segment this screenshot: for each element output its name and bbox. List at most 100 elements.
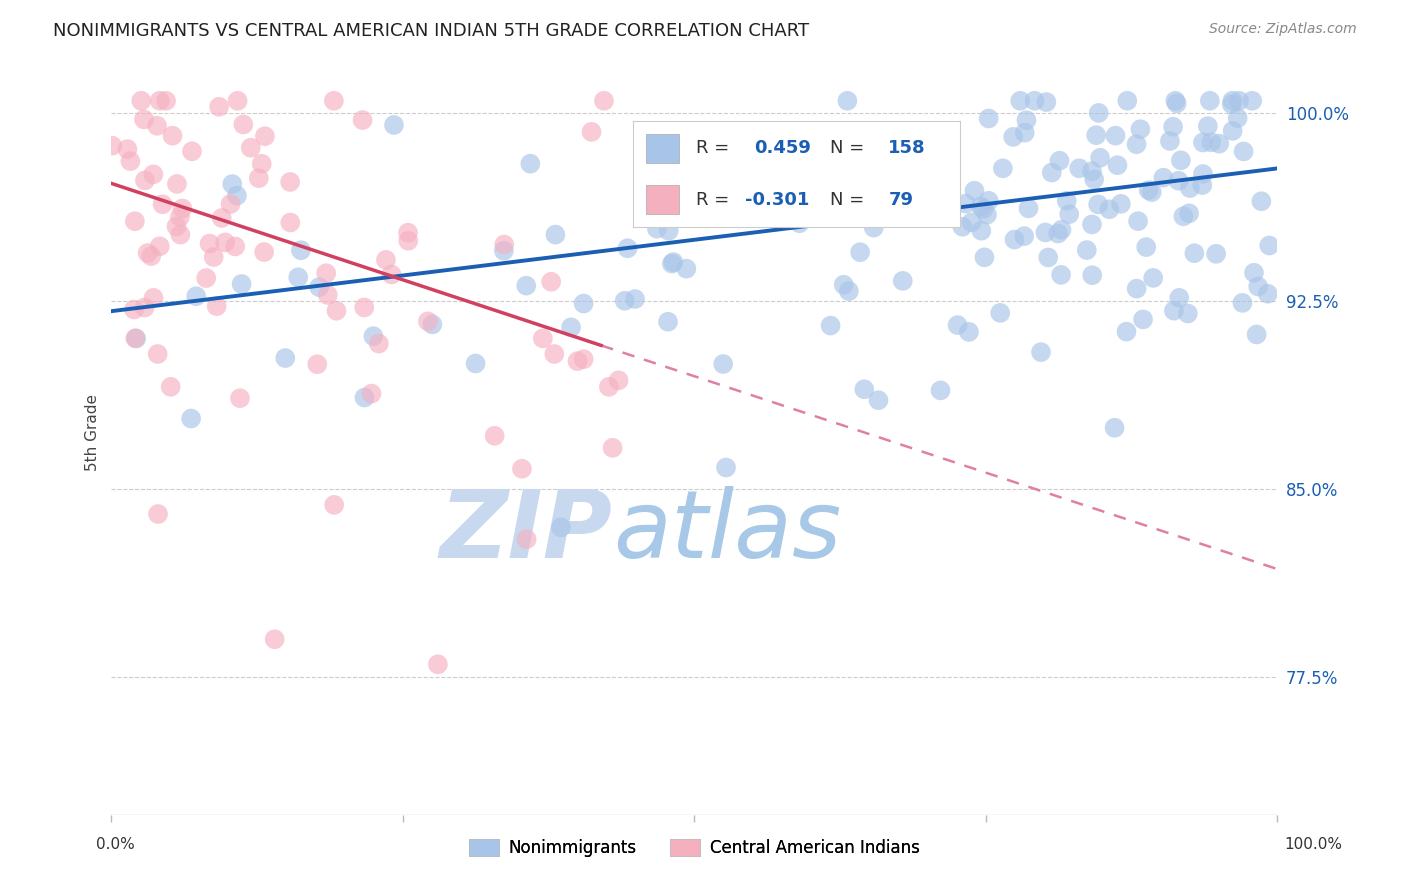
Point: [122, 302, 145, 317]
Point: [662, 255, 685, 269]
Point: [1222, 94, 1244, 108]
Point: [186, 289, 208, 303]
Point: [1129, 122, 1152, 136]
Point: [1126, 214, 1149, 228]
Point: [1232, 145, 1254, 159]
Point: [1168, 291, 1191, 305]
Point: [858, 194, 880, 208]
Point: [645, 180, 668, 194]
Point: [914, 141, 936, 155]
Point: [152, 197, 174, 211]
Point: [1056, 194, 1078, 208]
Point: [120, 154, 142, 169]
Point: [287, 270, 309, 285]
Point: [253, 245, 276, 260]
Point: [731, 133, 754, 147]
Point: [540, 275, 562, 289]
Point: [946, 318, 969, 332]
Point: [1132, 312, 1154, 326]
Point: [789, 216, 811, 230]
Point: [1178, 181, 1201, 195]
Point: [1076, 243, 1098, 257]
Point: [136, 246, 159, 260]
Point: [129, 94, 152, 108]
Point: [862, 220, 884, 235]
Point: [239, 141, 262, 155]
Point: [759, 190, 782, 204]
Text: Source: ZipAtlas.com: Source: ZipAtlas.com: [1209, 22, 1357, 37]
Point: [374, 252, 396, 267]
Point: [1098, 202, 1121, 217]
Point: [353, 301, 375, 315]
Point: [1197, 119, 1219, 133]
Point: [224, 239, 246, 253]
Point: [219, 197, 242, 211]
Point: [367, 336, 389, 351]
Point: [1107, 158, 1129, 172]
Point: [198, 236, 221, 251]
Point: [1201, 136, 1223, 150]
Point: [544, 227, 567, 242]
Point: [1226, 111, 1249, 125]
Point: [894, 132, 917, 146]
Point: [1125, 282, 1147, 296]
Point: [887, 132, 910, 146]
Legend: Nonimmigrants, Central American Indians: Nonimmigrants, Central American Indians: [463, 832, 927, 863]
Point: [1087, 197, 1109, 211]
Point: [142, 291, 165, 305]
Point: [1246, 327, 1268, 342]
Point: [1115, 325, 1137, 339]
Point: [1232, 296, 1254, 310]
Point: [1081, 218, 1104, 232]
Point: [492, 244, 515, 258]
Point: [141, 249, 163, 263]
Point: [422, 318, 444, 332]
Point: [146, 119, 169, 133]
Point: [307, 357, 329, 371]
Point: [1205, 247, 1227, 261]
Point: [1014, 126, 1036, 140]
Point: [464, 356, 486, 370]
Text: 79: 79: [889, 191, 914, 209]
Point: [322, 94, 344, 108]
Point: [963, 184, 986, 198]
Point: [146, 507, 169, 521]
Text: 100.0%: 100.0%: [1285, 837, 1343, 852]
Bar: [647, 134, 679, 163]
Point: [661, 257, 683, 271]
Point: [229, 391, 252, 405]
Bar: [647, 185, 679, 214]
Point: [1004, 233, 1026, 247]
Point: [602, 441, 624, 455]
Point: [1029, 345, 1052, 359]
Point: [134, 301, 156, 315]
Point: [880, 202, 903, 216]
Point: [253, 129, 276, 144]
Point: [1199, 94, 1222, 108]
Point: [1047, 227, 1070, 241]
Point: [232, 118, 254, 132]
Point: [755, 211, 778, 225]
Point: [1050, 268, 1073, 282]
Point: [1177, 306, 1199, 320]
Point: [543, 347, 565, 361]
Point: [1035, 95, 1057, 109]
Point: [1057, 207, 1080, 221]
Point: [1208, 136, 1230, 151]
Point: [515, 278, 537, 293]
Point: [1038, 251, 1060, 265]
Text: 0.459: 0.459: [755, 139, 811, 157]
Point: [1173, 209, 1195, 223]
Point: [1258, 238, 1281, 252]
Point: [952, 219, 974, 234]
Point: [607, 373, 630, 387]
Point: [531, 331, 554, 345]
Point: [1024, 94, 1046, 108]
Point: [315, 266, 337, 280]
Point: [1161, 120, 1184, 134]
Point: [124, 331, 146, 345]
Point: [1017, 202, 1039, 216]
Point: [1015, 113, 1038, 128]
Point: [728, 148, 751, 162]
Point: [149, 94, 172, 108]
